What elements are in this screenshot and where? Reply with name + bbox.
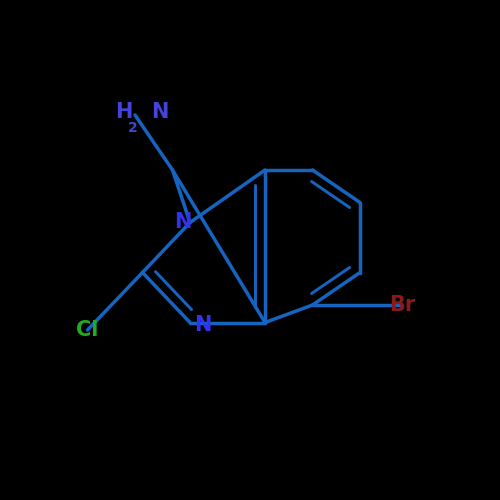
Text: N: N	[194, 315, 211, 335]
Text: Cl: Cl	[76, 320, 98, 340]
Text: N: N	[151, 102, 168, 122]
Text: Br: Br	[390, 295, 415, 315]
Text: 2: 2	[128, 120, 138, 134]
Text: N: N	[174, 212, 191, 233]
Text: H: H	[115, 102, 132, 122]
